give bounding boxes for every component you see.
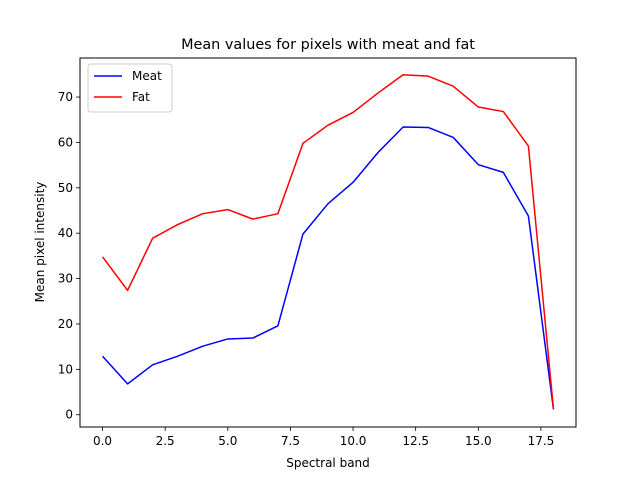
series-line-fat — [101, 74, 555, 409]
x-tick-label: 10.0 — [340, 434, 367, 448]
x-tick-label: 5.0 — [218, 434, 237, 448]
y-tick-label: 20 — [58, 317, 73, 331]
legend-label-meat: Meat — [132, 69, 162, 83]
y-tick-label: 10 — [58, 362, 73, 376]
y-tick-label: 0 — [65, 408, 73, 422]
x-tick-label: 15.0 — [465, 434, 492, 448]
x-tick-label: 2.5 — [156, 434, 175, 448]
y-tick-label: 70 — [58, 90, 73, 104]
y-tick-label: 50 — [58, 181, 73, 195]
x-tick-label: 12.5 — [402, 434, 429, 448]
axes-frame — [79, 57, 577, 428]
y-tick-label: 30 — [58, 272, 73, 286]
x-tick-label: 7.5 — [281, 434, 300, 448]
x-tick-label: 0.0 — [93, 434, 112, 448]
plot-area: 0.0 2.5 5.0 7.5 10.0 12.5 15.0 17.5 0 10 20 30 40 50… — [58, 57, 577, 448]
y-tick-label: 40 — [58, 226, 73, 240]
series-layer — [101, 74, 555, 410]
legend: Meat Fat — [87, 63, 173, 113]
chart-title: Mean values for pixels with meat and fat — [181, 37, 475, 53]
y-axis-label: Mean pixel intensity — [33, 182, 47, 303]
y-tick-label: 60 — [58, 135, 73, 149]
y-axis: 0 10 20 30 40 50 60 70 — [58, 90, 80, 422]
x-tick-label: 17.5 — [528, 434, 555, 448]
x-axis-label: Spectral band — [286, 456, 370, 470]
x-axis: 0.0 2.5 5.0 7.5 10.0 12.5 15.0 17.5 — [93, 427, 554, 448]
legend-label-fat: Fat — [132, 90, 150, 104]
series-line-meat — [101, 126, 555, 410]
